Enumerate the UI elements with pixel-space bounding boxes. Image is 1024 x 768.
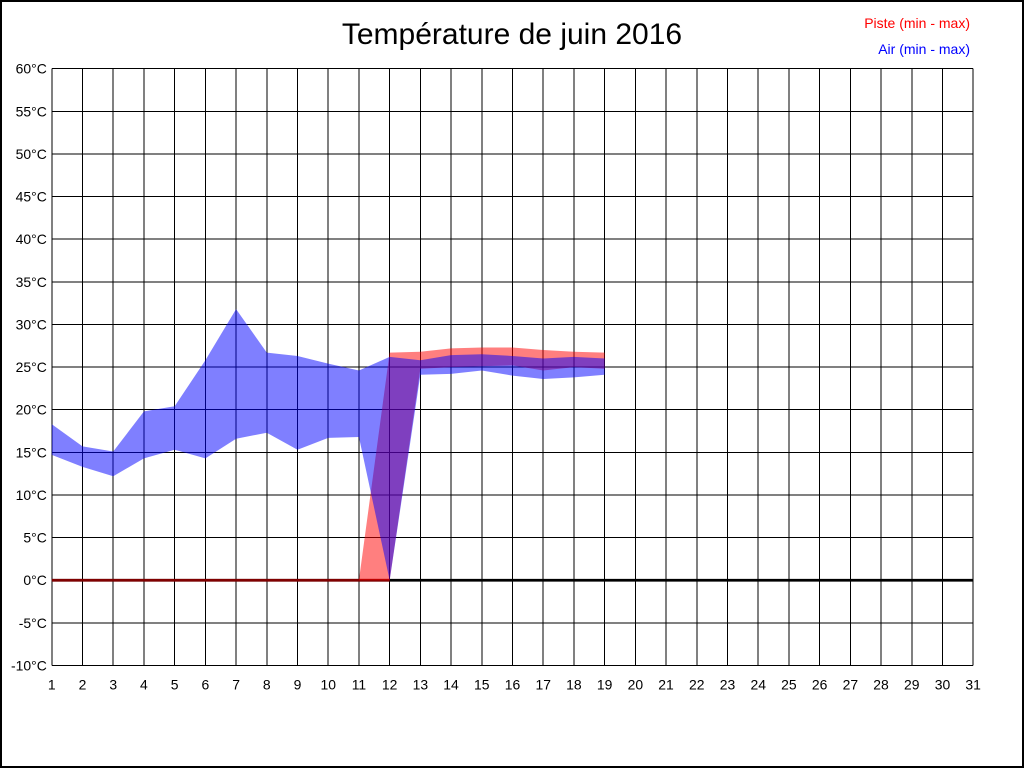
x-tick-label: 10 bbox=[320, 676, 336, 692]
x-tick-label: 21 bbox=[658, 676, 674, 692]
y-tick-label: -5°C bbox=[19, 615, 47, 631]
x-tick-label: 6 bbox=[201, 676, 209, 692]
series-piste bbox=[51, 347, 605, 582]
x-tick-label: 31 bbox=[965, 676, 981, 692]
x-tick-label: 8 bbox=[263, 676, 271, 692]
y-tick-label: 30°C bbox=[16, 316, 47, 332]
x-tick-label: 4 bbox=[140, 676, 148, 692]
y-tick-label: 0°C bbox=[23, 572, 46, 588]
y-tick-label: 20°C bbox=[16, 402, 47, 418]
x-tick-label: 3 bbox=[109, 676, 117, 692]
y-tick-label: 25°C bbox=[16, 359, 47, 375]
y-tick-label: 60°C bbox=[16, 61, 47, 77]
x-tick-label: 30 bbox=[935, 676, 951, 692]
x-tick-label: 11 bbox=[352, 676, 367, 692]
y-tick-label: 35°C bbox=[16, 274, 47, 290]
y-tick-label: 10°C bbox=[16, 487, 47, 503]
y-tick-label: -10°C bbox=[11, 658, 47, 674]
x-tick-label: 25 bbox=[781, 676, 797, 692]
y-tick-label: 40°C bbox=[16, 231, 47, 247]
x-tick-label: 24 bbox=[750, 676, 766, 692]
y-tick-label: 15°C bbox=[16, 444, 47, 460]
x-tick-label: 12 bbox=[382, 676, 398, 692]
x-tick-label: 22 bbox=[689, 676, 705, 692]
x-tick-label: 13 bbox=[413, 676, 429, 692]
x-tick-label: 9 bbox=[294, 676, 302, 692]
x-tick-label: 5 bbox=[171, 676, 179, 692]
x-tick-label: 27 bbox=[843, 676, 859, 692]
x-tick-label: 19 bbox=[597, 676, 613, 692]
x-axis-labels: 1 2 3 4 5 6 7 8 9 10 11 12 13 14 15 16 17 18 19 20 21 22 23 24 2… bbox=[48, 676, 981, 692]
x-tick-label: 28 bbox=[873, 676, 889, 692]
y-tick-label: 50°C bbox=[16, 146, 47, 162]
chart-title: Température de juin 2016 bbox=[341, 18, 683, 51]
y-tick-label: 45°C bbox=[16, 189, 47, 205]
x-tick-label: 16 bbox=[505, 676, 521, 692]
legend: Piste (min - max) Air (min - max) bbox=[864, 10, 970, 62]
x-tick-label: 26 bbox=[812, 676, 828, 692]
x-tick-label: 1 bbox=[48, 676, 56, 692]
x-tick-label: 20 bbox=[628, 676, 644, 692]
x-tick-label: 2 bbox=[79, 676, 87, 692]
legend-air-label: Air (min - max) bbox=[878, 41, 970, 57]
x-tick-label: 23 bbox=[720, 676, 736, 692]
x-tick-label: 7 bbox=[232, 676, 240, 692]
x-tick-label: 18 bbox=[566, 676, 582, 692]
x-tick-label: 17 bbox=[535, 676, 551, 692]
y-tick-label: 5°C bbox=[23, 530, 46, 546]
y-axis-labels: 60°C 55°C 50°C 45°C 40°C 35°C 30°C 25°C 20°C 15°C… bbox=[11, 61, 47, 674]
legend-piste-label: Piste (min - max) bbox=[864, 15, 970, 31]
x-tick-label: 29 bbox=[904, 676, 920, 692]
air-band bbox=[51, 309, 605, 581]
x-tick-label: 14 bbox=[443, 676, 459, 692]
x-tick-label: 15 bbox=[474, 676, 490, 692]
y-tick-label: 55°C bbox=[16, 103, 47, 119]
series-air bbox=[51, 309, 605, 581]
